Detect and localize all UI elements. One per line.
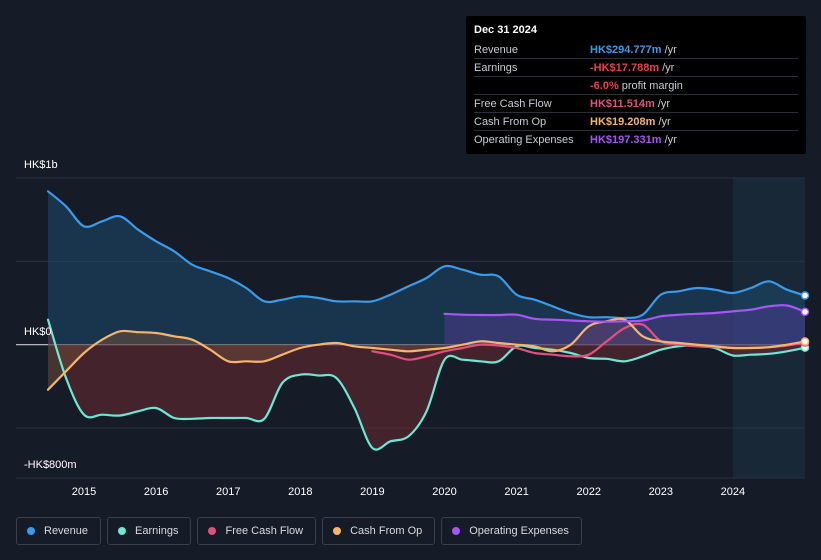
series-lines [46,190,807,451]
legend-dot-icon [333,527,342,535]
tooltip-row-value: -6.0% [590,79,619,92]
legend: Revenue Earnings Free Cash Flow Cash From O… [16,517,582,545]
x-tick-label: 2015 [72,486,96,498]
legend-label: Earnings [135,525,179,537]
tooltip-row-unit: /yr [657,97,671,110]
legend-label: Revenue [44,525,89,537]
tooltip-row-value: HK$11.514m [590,97,655,110]
y-tick-label: HK$1b [24,159,58,171]
tooltip-row-value: HK$294.777m [590,43,662,56]
revenue-end-marker [800,291,810,300]
tooltip-row-unit: /yr [662,61,675,74]
earnings-line [46,318,807,451]
x-tick-label: 2021 [504,486,528,498]
x-tick-label: 2020 [432,486,456,498]
tooltip-row: Earnings -HK$17.788m/yr [474,58,798,76]
legend-item-earnings[interactable]: Earnings [107,517,192,545]
legend-label: Free Cash Flow [225,525,304,537]
x-tick-label: 2016 [144,486,168,498]
operating-expenses-end-marker [800,307,810,317]
x-tick-label: 2019 [360,486,384,498]
cash-from-op-end-marker [800,337,810,346]
x-tick-label: 2022 [576,486,600,498]
revenue-area [48,191,805,345]
tooltip-row-unit: profit margin [621,79,683,92]
operating-expenses-area [444,305,805,345]
x-tick-label: 2017 [216,486,240,498]
tooltip-row: Operating Expenses HK$197.331m/yr [474,130,798,148]
tooltip-row-value: HK$197.331m [590,133,662,146]
tooltip-row-label: Revenue [474,43,519,56]
tooltip-row-label: Earnings [474,61,518,74]
legend-dot-icon [27,527,35,535]
legend-dot-icon [452,527,461,535]
cash-from-op-line [46,317,807,391]
tooltip-row-label: Cash From Op [474,115,547,128]
tooltip-row-label: Operating Expenses [474,133,574,146]
tooltip-row: Free Cash Flow HK$11.514m/yr [474,94,798,112]
legend-item-operating-expenses[interactable]: Operating Expenses [441,517,582,545]
revenue-line [46,190,807,320]
x-tick-label: 2018 [288,486,312,498]
legend-item-free-cash-flow[interactable]: Free Cash Flow [197,517,317,545]
legend-dot-icon [208,527,217,535]
tooltip-row-value: -HK$17.788m [590,61,660,74]
tooltip-row-unit: /yr [664,133,677,146]
legend-item-cash-from-op[interactable]: Cash From Op [322,517,436,545]
legend-label: Cash From Op [350,525,423,537]
tooltip-row-label: Free Cash Flow [474,97,552,110]
tooltip-date: Dec 31 2024 [474,24,537,36]
tooltip-row: Revenue HK$294.777m/yr [474,41,798,58]
tooltip-row-unit: /yr [664,43,677,56]
x-tick-label: 2023 [649,486,673,498]
x-axis-ticks: 2015 2016 2017 2018 2019 2020 2021 2022 2023 2024 [72,486,745,498]
series-end-markers [800,291,810,352]
legend-item-revenue[interactable]: Revenue [16,517,102,545]
operating-expenses-line [443,304,807,323]
tooltip-row: Cash From Op HK$19.208m/yr [474,112,798,130]
tooltip-panel: Dec 31 2024 Revenue HK$294.777m/yr Earning… [466,16,806,154]
y-tick-label: -HK$800m [24,459,77,471]
legend-label: Operating Expenses [469,525,569,537]
legend-dot-icon [118,527,127,535]
x-tick-label: 2024 [721,486,745,498]
y-tick-label: HK$0 [24,325,52,338]
tooltip-row-value: HK$19.208m [590,115,656,128]
tooltip-row-unit: /yr [658,115,671,128]
tooltip-row: -6.0% profit margin [474,76,798,94]
